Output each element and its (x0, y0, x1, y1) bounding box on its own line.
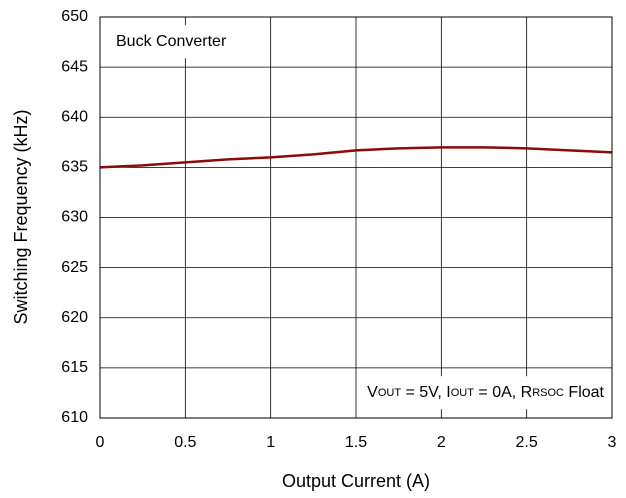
y-tick-label: 645 (61, 58, 88, 75)
annotation-part: = 5V, I (401, 384, 451, 401)
annotation-part: OUT (451, 387, 475, 399)
line-series (99, 146, 613, 169)
annotation-part: V (367, 384, 378, 401)
annotation-box (110, 25, 233, 59)
x-tick-label: 1 (266, 434, 275, 451)
x-tick-label: 2.5 (516, 434, 538, 451)
y-tick-label: 615 (61, 359, 88, 376)
annotation-part: RSOC (532, 387, 564, 399)
annotation: Buck Converter (116, 33, 227, 50)
y-tick-label: 650 (61, 8, 88, 25)
y-tick-label: 610 (61, 409, 88, 426)
y-tick-label: 620 (61, 309, 88, 326)
annotation-part: Float (564, 384, 605, 401)
annotation: VOUT = 5V, IOUT = 0A, RRSOC Float (367, 384, 604, 401)
y-tick-label: 630 (61, 209, 88, 226)
x-tick-label: 1.5 (345, 434, 367, 451)
annotation-part: OUT (378, 387, 402, 399)
x-tick-label: 3 (608, 434, 617, 451)
x-axis-label: Output Current (A) (282, 471, 430, 491)
annotation-part: = 0A, R (474, 384, 532, 401)
x-tick-label: 0 (96, 434, 105, 451)
plot-frame (99, 16, 613, 419)
annotation-box (361, 376, 611, 410)
y-tick-label: 635 (61, 159, 88, 176)
y-axis-label: Switching Frequency (kHz) (11, 109, 31, 324)
y-tick-label: 640 (61, 108, 88, 125)
x-tick-label: 0.5 (174, 434, 196, 451)
x-tick-label: 2 (437, 434, 446, 451)
y-tick-label: 625 (61, 259, 88, 276)
